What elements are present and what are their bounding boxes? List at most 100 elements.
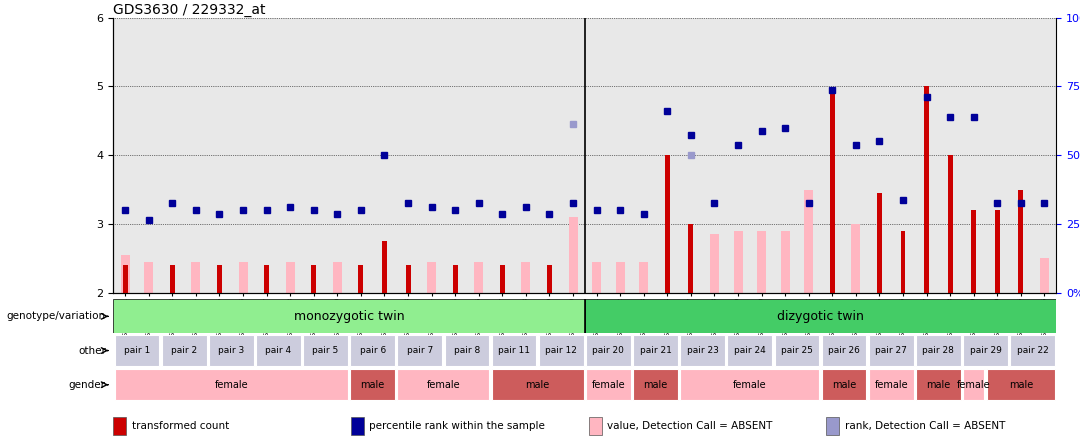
- Bar: [427, 262, 436, 293]
- Bar: [453, 265, 458, 293]
- Text: genotype/variation: genotype/variation: [6, 311, 106, 321]
- Text: percentile rank within the sample: percentile rank within the sample: [369, 421, 545, 431]
- Bar: [781, 231, 789, 293]
- Bar: [265, 265, 269, 293]
- Bar: [688, 224, 693, 293]
- Bar: [162, 335, 206, 366]
- Text: female: female: [427, 380, 460, 390]
- Text: pair 24: pair 24: [734, 346, 766, 355]
- Bar: [170, 265, 175, 293]
- Bar: [822, 369, 866, 400]
- Bar: [474, 262, 483, 293]
- Text: pair 12: pair 12: [545, 346, 577, 355]
- Bar: [586, 369, 631, 400]
- Bar: [1018, 190, 1024, 293]
- Bar: [987, 369, 1055, 400]
- Bar: [350, 335, 395, 366]
- Bar: [539, 335, 583, 366]
- Bar: [948, 155, 953, 293]
- Bar: [397, 369, 489, 400]
- Text: pair 29: pair 29: [970, 346, 1001, 355]
- Text: rank, Detection Call = ABSENT: rank, Detection Call = ABSENT: [845, 421, 1004, 431]
- Bar: [123, 265, 127, 293]
- Bar: [877, 193, 882, 293]
- Bar: [710, 234, 719, 293]
- Bar: [359, 265, 363, 293]
- Bar: [728, 335, 772, 366]
- Bar: [397, 335, 442, 366]
- Bar: [239, 262, 247, 293]
- Text: pair 28: pair 28: [922, 346, 955, 355]
- Text: transformed count: transformed count: [132, 421, 229, 431]
- Bar: [995, 210, 1000, 293]
- Text: pair 7: pair 7: [407, 346, 433, 355]
- Bar: [757, 231, 766, 293]
- Text: pair 22: pair 22: [1016, 346, 1049, 355]
- Bar: [382, 241, 387, 293]
- Text: female: female: [875, 380, 908, 390]
- Bar: [805, 190, 813, 293]
- Bar: [774, 335, 820, 366]
- Text: male: male: [644, 380, 667, 390]
- Bar: [522, 262, 530, 293]
- Text: male: male: [927, 380, 950, 390]
- Text: other: other: [78, 345, 106, 356]
- Bar: [971, 210, 976, 293]
- Text: pair 4: pair 4: [266, 346, 292, 355]
- Bar: [1010, 335, 1055, 366]
- Bar: [311, 265, 316, 293]
- Bar: [633, 369, 678, 400]
- Bar: [963, 369, 984, 400]
- Bar: [1040, 258, 1049, 293]
- Bar: [491, 369, 583, 400]
- Bar: [592, 262, 602, 293]
- Text: dizygotic twin: dizygotic twin: [778, 310, 864, 323]
- Bar: [680, 369, 820, 400]
- Bar: [924, 87, 929, 293]
- Bar: [568, 217, 578, 293]
- Bar: [217, 265, 221, 293]
- Text: pair 1: pair 1: [124, 346, 150, 355]
- Bar: [639, 262, 648, 293]
- Bar: [113, 299, 585, 333]
- Bar: [114, 335, 160, 366]
- Bar: [733, 231, 743, 293]
- Text: pair 26: pair 26: [828, 346, 860, 355]
- Bar: [829, 93, 835, 293]
- Text: value, Detection Call = ABSENT: value, Detection Call = ABSENT: [607, 421, 772, 431]
- Bar: [916, 335, 961, 366]
- Text: male: male: [526, 380, 550, 390]
- Text: female: female: [733, 380, 767, 390]
- Bar: [868, 369, 914, 400]
- Bar: [445, 335, 489, 366]
- Bar: [633, 335, 678, 366]
- Bar: [665, 155, 670, 293]
- Bar: [286, 262, 295, 293]
- Text: pair 2: pair 2: [171, 346, 198, 355]
- Text: pair 8: pair 8: [454, 346, 481, 355]
- Bar: [491, 335, 537, 366]
- Text: pair 21: pair 21: [639, 346, 672, 355]
- Bar: [333, 262, 341, 293]
- Bar: [868, 335, 914, 366]
- Bar: [145, 262, 153, 293]
- Bar: [191, 262, 201, 293]
- Text: pair 11: pair 11: [498, 346, 530, 355]
- Bar: [208, 335, 254, 366]
- Bar: [114, 369, 348, 400]
- Text: gender: gender: [69, 380, 106, 390]
- Bar: [406, 265, 410, 293]
- Bar: [851, 224, 861, 293]
- Bar: [901, 231, 905, 293]
- Bar: [822, 335, 866, 366]
- Text: monozygotic twin: monozygotic twin: [294, 310, 404, 323]
- Text: pair 6: pair 6: [360, 346, 386, 355]
- Text: pair 3: pair 3: [218, 346, 244, 355]
- Bar: [586, 335, 631, 366]
- Text: male: male: [361, 380, 384, 390]
- Text: male: male: [1009, 380, 1032, 390]
- Bar: [963, 335, 1008, 366]
- Text: female: female: [592, 380, 625, 390]
- Text: pair 5: pair 5: [312, 346, 339, 355]
- Bar: [680, 335, 725, 366]
